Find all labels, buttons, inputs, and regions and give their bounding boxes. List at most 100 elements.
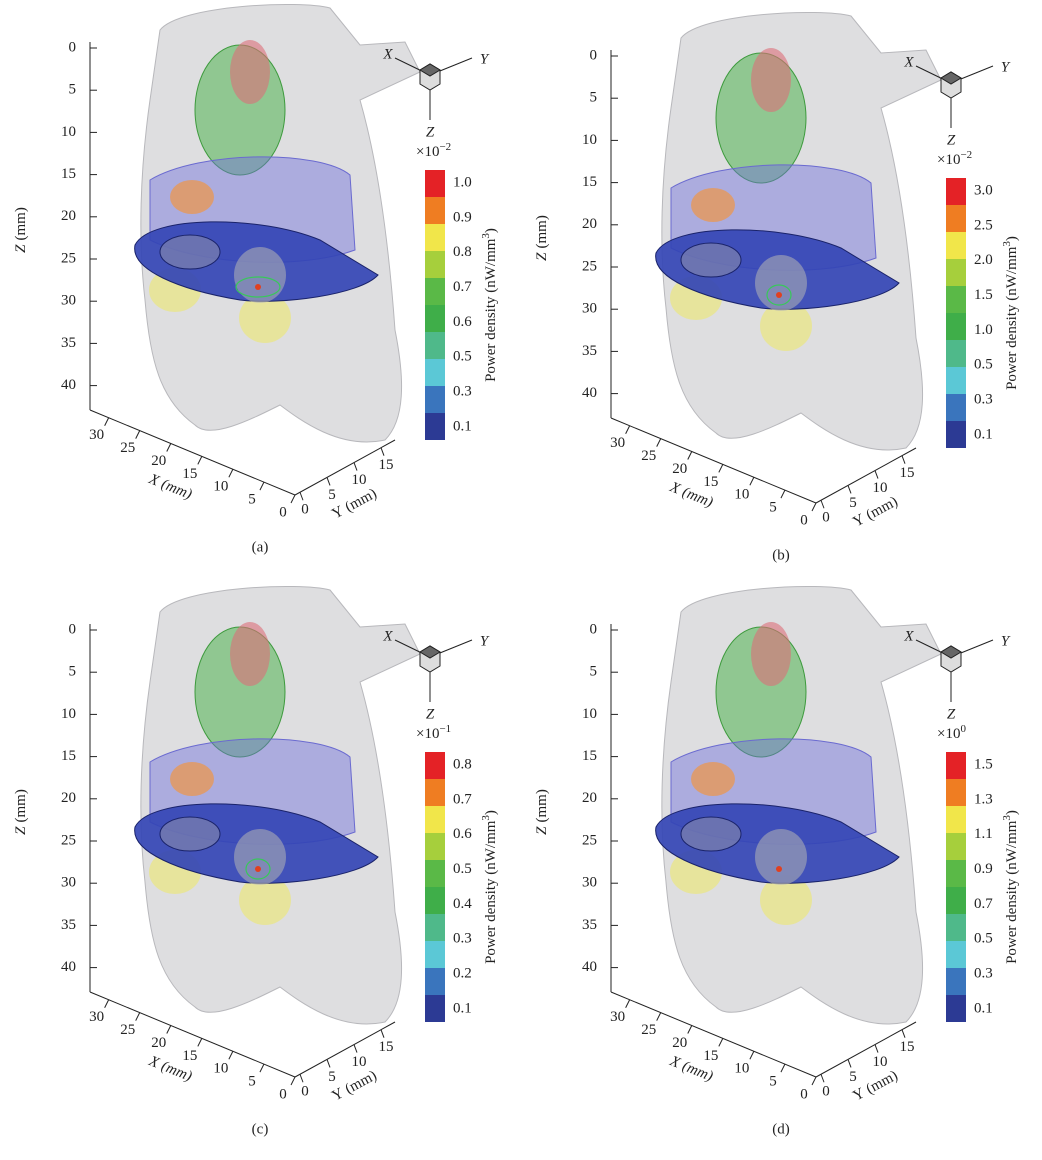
- y-axis: [294, 1021, 396, 1078]
- y-tick: [299, 1074, 304, 1083]
- y-tick: [380, 1029, 385, 1038]
- colorbar-tick-label: 0.7: [974, 896, 993, 912]
- x-tick-label: 15: [182, 466, 197, 482]
- colorbar-tick-label: 0.9: [453, 209, 472, 225]
- x-tick-label: 15: [703, 474, 718, 490]
- x-tick-label: 0: [800, 1086, 808, 1102]
- hotspot-core: [255, 284, 261, 290]
- z-tick-label: 20: [582, 216, 597, 232]
- z-tick-label: 15: [582, 174, 597, 190]
- colorbar-title-sup: 3: [480, 233, 492, 239]
- y-tick: [901, 1029, 906, 1038]
- x-tick-label: 25: [641, 448, 656, 464]
- z-tick-label: 40: [61, 377, 76, 393]
- x-tick: [228, 469, 234, 478]
- y-axis-title: Y(mm): [851, 494, 901, 531]
- colorbar-tick-label: 0.6: [453, 826, 472, 842]
- z-tick-label: 35: [61, 917, 76, 933]
- scale-base: ×10: [937, 726, 960, 742]
- colorbar-tick-label: 1.0: [974, 322, 993, 338]
- x-tick: [166, 1025, 172, 1034]
- colorbar-tick-label: 0.5: [453, 861, 472, 877]
- colorbar-tick-label: 0.5: [974, 931, 993, 947]
- kidney: [691, 188, 735, 222]
- z-tick-label: 15: [582, 748, 597, 764]
- axis-unit: (mm): [343, 1068, 380, 1098]
- x-tick: [749, 1051, 755, 1060]
- y-tick-label: 0: [301, 1084, 309, 1100]
- x-tick-label: 10: [213, 479, 228, 495]
- yellow-organ: [239, 293, 291, 343]
- triad-cube-top: [940, 71, 962, 85]
- z-tick-label: 25: [582, 832, 597, 848]
- axis-unit: (mm): [13, 207, 29, 240]
- colorbar-band: [425, 359, 445, 386]
- cavity: [234, 247, 286, 303]
- kidney: [170, 762, 214, 796]
- z-tick-label: 10: [61, 706, 76, 722]
- axis-unit: (mm): [534, 789, 550, 822]
- y-tick-label: 15: [379, 457, 394, 473]
- scale-exponent: 0: [960, 723, 966, 735]
- colorbar-tick-label: 0.3: [974, 966, 993, 982]
- x-tick-label: 20: [151, 1035, 166, 1051]
- colorbar-band: [946, 914, 966, 941]
- colorbar-band: [425, 833, 445, 860]
- x-axis: [610, 417, 817, 504]
- z-tick-label: 10: [61, 124, 76, 140]
- axis-letter: Z: [13, 244, 29, 253]
- panel-label: (b): [772, 547, 790, 563]
- colorbar-tick-label: 0.4: [453, 896, 472, 912]
- colorbar-band: [425, 941, 445, 968]
- cavity: [159, 816, 221, 852]
- y-tick: [820, 1074, 825, 1083]
- colorbar-title-sup: 3: [1001, 815, 1013, 821]
- y-tick: [820, 500, 825, 509]
- colorbar-title-sup: 3: [480, 815, 492, 821]
- colorbar-band: [425, 251, 445, 278]
- x-tick: [718, 1038, 724, 1047]
- colorbar-tick-label: 0.5: [974, 357, 993, 373]
- colorbar-band: [946, 313, 966, 340]
- z-tick-label: 40: [61, 959, 76, 975]
- colorbar-title-sup: 3: [1001, 241, 1013, 247]
- x-tick-label: 5: [769, 1074, 777, 1090]
- colorbar-tick-label: 0.3: [453, 384, 472, 400]
- colorbar-band: [425, 224, 445, 251]
- colorbar-tick-label: 0.7: [453, 791, 472, 807]
- x-tick: [687, 1025, 693, 1034]
- triad-label: X: [903, 628, 914, 644]
- colorbar-title-end: ): [1004, 810, 1020, 815]
- x-tick-label: 5: [248, 492, 256, 508]
- x-tick: [166, 443, 172, 452]
- z-tick-label: 10: [582, 132, 597, 148]
- y-tick: [353, 462, 358, 471]
- colorbar-title: Power density (nW/mm3): [1001, 236, 1021, 390]
- x-tick-label: 0: [279, 1086, 287, 1102]
- y-tick-label: 10: [352, 1054, 367, 1070]
- y-tick-label: 0: [301, 502, 309, 518]
- x-tick: [104, 417, 110, 426]
- scale-exponent: −1: [439, 723, 451, 735]
- z-tick-label: 30: [61, 875, 76, 891]
- z-tick-label: 30: [582, 875, 597, 891]
- z-tick-label: 10: [582, 706, 597, 722]
- colorbar-title-text: Power density (nW/mm: [483, 820, 499, 964]
- hotspot-core: [255, 866, 261, 872]
- panel-label: (d): [772, 1121, 790, 1137]
- hotspot-core: [776, 292, 782, 298]
- z-tick-label: 5: [69, 82, 77, 98]
- z-tick-label: 15: [61, 166, 76, 182]
- colorbar-tick-label: 0.3: [453, 931, 472, 947]
- y-tick: [874, 1044, 879, 1053]
- panel: 0 5 10 15 20 25 30 35 40 Z (mm) 30 25 20 15 10 5 0 X (mm) 0 5…: [13, 585, 499, 1137]
- y-tick: [353, 1044, 358, 1053]
- colorbar-tick-label: 3.0: [974, 182, 993, 198]
- colorbar-band: [946, 340, 966, 367]
- triad-label: Z: [947, 132, 956, 148]
- z-tick-label: 40: [582, 959, 597, 975]
- z-tick-label: 0: [590, 47, 598, 63]
- x-tick-label: 5: [769, 500, 777, 516]
- x-tick-label: 30: [610, 1009, 625, 1025]
- x-tick-label: 25: [641, 1022, 656, 1038]
